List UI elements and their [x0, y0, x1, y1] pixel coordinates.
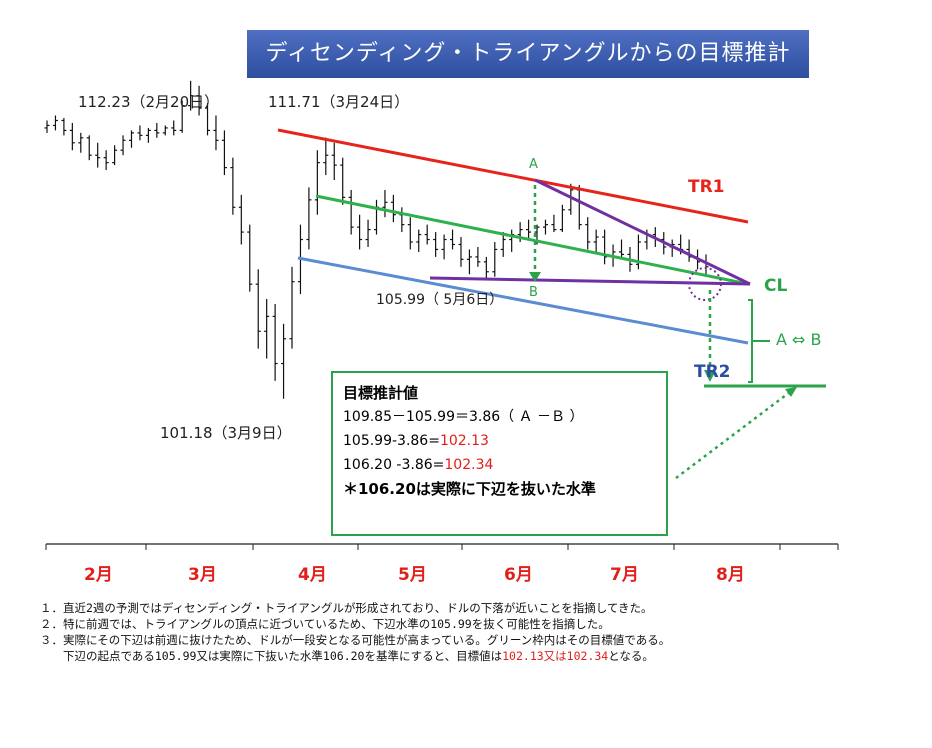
projection-arrow-head	[704, 370, 716, 382]
label-ab: A ⇔ B	[776, 330, 822, 349]
label-cl: CL	[764, 276, 788, 296]
x-tick-label: 4月	[298, 565, 327, 585]
triangle-lower-line	[429, 276, 751, 286]
box-to-target-arrow	[675, 391, 791, 479]
note-4: 下辺の起点である105.99又は実際に下抜いた水準106.20を基準にすると、目…	[40, 649, 654, 663]
note-2: ２．特に前週では、トライアングルの頂点に近づいているため、下辺水準の105.99…	[40, 617, 610, 631]
target-estimate-box: 目標推計値 109.85－105.99＝3.86（ Ａ －Ｂ ） 105.99-…	[331, 371, 668, 536]
channel-lower-line	[297, 256, 749, 345]
note-3: ３．実際にその下辺は前週に抜けたため、ドルが一段安となる可能性が高まっている。グ…	[40, 633, 671, 647]
x-axis-ticks	[45, 544, 839, 550]
ab-arrow-head	[529, 272, 541, 282]
label-high1: 112.23（2月20日）	[78, 93, 220, 111]
x-tick-label: 5月	[398, 565, 427, 585]
x-tick-label: 8月	[716, 565, 745, 585]
label-low1: 101.18（3月9日）	[160, 424, 292, 442]
target-value-1: 102.13	[439, 433, 489, 449]
label-a: A	[529, 157, 538, 172]
price-bars	[44, 80, 709, 399]
x-tick-label: 2月	[84, 565, 113, 585]
target-box-note: ＊106.20は実際に下辺を抜いた水準	[343, 480, 596, 498]
label-tr1: TR1	[688, 177, 725, 197]
x-tick-label: 7月	[610, 565, 639, 585]
note-1: １．直近2週の予測ではディセンディング・トライアングルが形成されており、ドルの下…	[40, 601, 653, 615]
box-to-target-arrow-head	[785, 387, 797, 397]
breakout-circle	[688, 267, 722, 301]
notes-section: １．直近2週の予測ではディセンディング・トライアングルが形成されており、ドルの下…	[40, 600, 930, 664]
target-box-line3: 106.20 -3.86=102.34	[343, 457, 494, 473]
label-low2: 105.99（ 5月6日）	[376, 292, 504, 308]
target-box-line2: 105.99-3.86=102.13	[343, 433, 489, 449]
label-tr2: TR2	[694, 362, 731, 382]
label-high2: 111.71（3月24日）	[268, 93, 410, 111]
target-box-header: 目標推計値	[343, 384, 419, 402]
target-box-line1: 109.85－105.99＝3.86（ Ａ －Ｂ ）	[343, 409, 584, 425]
target-value-2: 102.34	[444, 457, 494, 473]
channel-upper-line	[315, 194, 749, 286]
x-tick-label: 3月	[188, 565, 217, 585]
label-b: B	[529, 285, 538, 300]
chart-title: ディセンディング・トライアングルからの目標推計	[247, 30, 809, 78]
tr1-line	[277, 128, 749, 224]
x-tick-label: 6月	[504, 565, 533, 585]
triangle-upper-line	[534, 178, 751, 286]
ab-bracket	[748, 299, 770, 383]
